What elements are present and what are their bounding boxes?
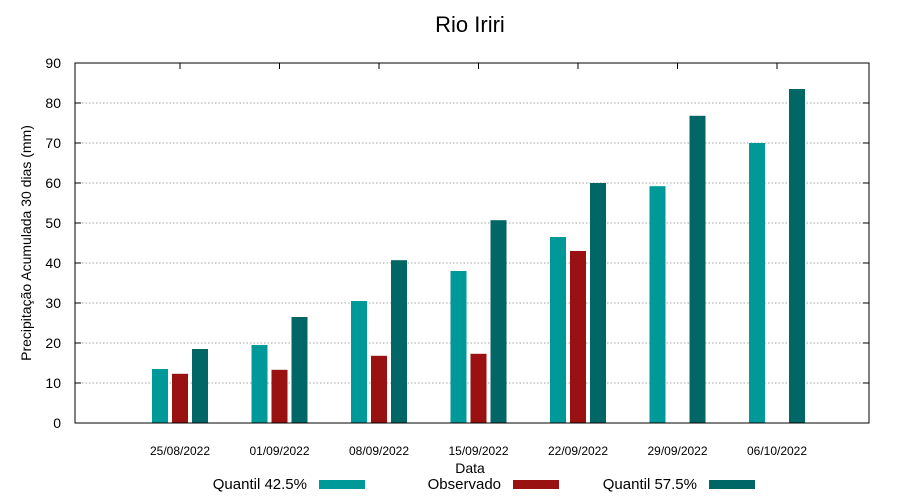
- bar-quantil-57-5--2: [391, 260, 407, 423]
- y-tick-label: 20: [45, 335, 61, 351]
- bar-quantil-42-5--4: [550, 237, 566, 423]
- y-tick-label: 40: [45, 255, 61, 271]
- bar-quantil-57-5--1: [291, 317, 308, 423]
- x-tick-label: 29/09/2022: [647, 444, 707, 458]
- y-tick-label: 70: [45, 135, 61, 151]
- bar-observado-3: [470, 353, 487, 423]
- y-tick-label: 80: [45, 95, 61, 111]
- x-tick-label: 06/10/2022: [747, 444, 807, 458]
- x-tick-label: 01/09/2022: [249, 444, 309, 458]
- y-tick-label: 60: [45, 175, 61, 191]
- bar-quantil-42-5--2: [351, 301, 367, 423]
- bar-quantil-42-5--6: [749, 143, 765, 423]
- bar-quantil-42-5--1: [251, 345, 268, 423]
- bar-quantil-42-5--3: [450, 271, 467, 423]
- x-axis-ticks: 25/08/2022 01/09/2022 08/09/2022 15/09/2022…: [150, 63, 807, 458]
- x-tick-label: 25/08/2022: [150, 444, 210, 458]
- x-axis-label: Data: [455, 460, 485, 476]
- bar-quantil-57-5--5: [689, 115, 706, 424]
- y-axis-ticks: 0 10 20 30 40 50 60 70 80 90: [45, 55, 869, 431]
- legend-swatch: [513, 480, 559, 489]
- legend-label: Quantil 42.5%: [213, 476, 307, 493]
- legend-swatch: [709, 480, 755, 489]
- y-tick-label: 10: [45, 375, 61, 391]
- bar-observado-0: [172, 373, 188, 423]
- bar-quantil-57-5--0: [192, 349, 208, 423]
- bar-observado-4: [570, 251, 586, 423]
- bars: [152, 89, 805, 424]
- y-tick-label: 90: [45, 55, 61, 71]
- plot-frame: [74, 62, 870, 424]
- bar-quantil-57-5--3: [490, 220, 507, 423]
- legend-label: Observado: [428, 476, 501, 493]
- x-tick-label: 22/09/2022: [548, 444, 608, 458]
- bar-observado-2: [371, 355, 387, 423]
- legend-label: Quantil 57.5%: [603, 476, 697, 493]
- y-tick-label: 50: [45, 215, 61, 231]
- legend-swatch: [319, 480, 365, 489]
- bar-quantil-42-5--5: [649, 186, 666, 423]
- x-tick-label: 15/09/2022: [448, 444, 508, 458]
- chart-title: Rio Iriri: [435, 12, 505, 37]
- legend: Quantil 42.5% Observado Quantil 57.5%: [213, 476, 755, 493]
- bar-quantil-57-5--4: [590, 183, 606, 423]
- bar-observado-1: [271, 369, 288, 423]
- x-tick-label: 08/09/2022: [349, 444, 409, 458]
- y-tick-label: 30: [45, 295, 61, 311]
- y-tick-label: 0: [53, 415, 61, 431]
- bar-quantil-42-5--0: [152, 369, 168, 423]
- bar-quantil-57-5--6: [789, 89, 805, 423]
- y-axis-label: Precipitação Acumulada 30 dias (mm): [18, 125, 34, 361]
- grid: [75, 102, 869, 384]
